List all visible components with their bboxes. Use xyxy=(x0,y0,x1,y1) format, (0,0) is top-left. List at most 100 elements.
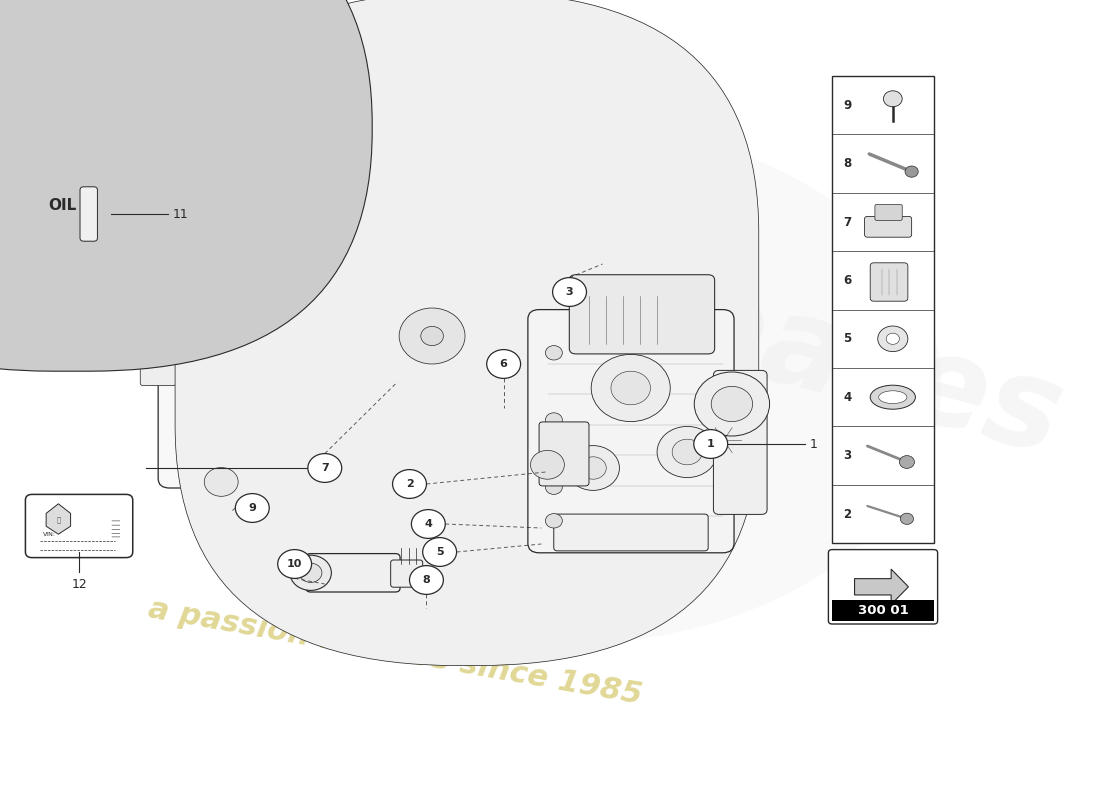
Circle shape xyxy=(546,413,562,427)
Text: 3: 3 xyxy=(844,449,851,462)
Circle shape xyxy=(421,326,443,346)
Text: │││││: │││││ xyxy=(111,515,119,537)
FancyBboxPatch shape xyxy=(189,422,472,480)
FancyBboxPatch shape xyxy=(874,204,902,220)
Circle shape xyxy=(235,494,270,522)
Text: 11: 11 xyxy=(173,207,188,221)
FancyBboxPatch shape xyxy=(238,148,351,221)
FancyBboxPatch shape xyxy=(141,320,176,347)
FancyBboxPatch shape xyxy=(80,187,98,242)
Text: 9: 9 xyxy=(249,503,256,513)
Circle shape xyxy=(374,286,491,386)
Circle shape xyxy=(546,514,562,528)
FancyBboxPatch shape xyxy=(865,216,912,238)
Circle shape xyxy=(277,550,311,578)
Text: 10: 10 xyxy=(287,559,303,569)
Text: 7: 7 xyxy=(321,463,329,473)
Text: 4: 4 xyxy=(425,519,432,529)
Circle shape xyxy=(350,266,515,406)
Text: 9: 9 xyxy=(844,98,851,112)
Text: a passion for cars since 1985: a passion for cars since 1985 xyxy=(146,594,645,710)
FancyBboxPatch shape xyxy=(306,554,400,592)
Circle shape xyxy=(399,308,465,364)
FancyBboxPatch shape xyxy=(553,514,708,551)
FancyBboxPatch shape xyxy=(158,178,519,488)
Text: 3: 3 xyxy=(565,287,573,297)
Circle shape xyxy=(580,457,606,479)
FancyBboxPatch shape xyxy=(199,438,243,485)
Circle shape xyxy=(900,514,913,525)
Circle shape xyxy=(694,430,728,458)
Polygon shape xyxy=(46,504,70,534)
FancyBboxPatch shape xyxy=(30,142,113,274)
FancyBboxPatch shape xyxy=(828,550,937,624)
Text: 6: 6 xyxy=(499,359,507,369)
FancyBboxPatch shape xyxy=(331,148,446,221)
FancyBboxPatch shape xyxy=(570,274,715,354)
Circle shape xyxy=(672,439,702,465)
Circle shape xyxy=(883,90,902,106)
Circle shape xyxy=(552,278,586,306)
Text: 6: 6 xyxy=(844,274,851,287)
FancyBboxPatch shape xyxy=(833,76,934,543)
Circle shape xyxy=(905,166,918,177)
Text: VIN:: VIN: xyxy=(43,532,56,537)
Circle shape xyxy=(900,455,914,468)
Text: 2: 2 xyxy=(844,507,851,521)
Text: OIL: OIL xyxy=(48,198,77,213)
Circle shape xyxy=(657,426,717,478)
Circle shape xyxy=(591,354,670,422)
FancyBboxPatch shape xyxy=(141,358,176,386)
Circle shape xyxy=(422,538,456,566)
Text: 8: 8 xyxy=(422,575,430,585)
Text: 5: 5 xyxy=(436,547,443,557)
Text: 8: 8 xyxy=(844,157,851,170)
FancyBboxPatch shape xyxy=(141,243,176,270)
FancyBboxPatch shape xyxy=(0,0,372,371)
Circle shape xyxy=(473,242,526,286)
FancyBboxPatch shape xyxy=(25,494,133,558)
Text: 5: 5 xyxy=(844,332,851,346)
Circle shape xyxy=(694,372,770,436)
Circle shape xyxy=(610,371,650,405)
Circle shape xyxy=(887,333,900,345)
Text: 4: 4 xyxy=(844,390,851,404)
Circle shape xyxy=(712,386,752,422)
Text: 2: 2 xyxy=(406,479,414,489)
Circle shape xyxy=(878,326,908,352)
Text: eurospares: eurospares xyxy=(280,159,1075,481)
Circle shape xyxy=(486,253,513,275)
Ellipse shape xyxy=(870,385,915,409)
Circle shape xyxy=(566,446,619,490)
Circle shape xyxy=(446,206,486,242)
Circle shape xyxy=(205,467,239,496)
FancyBboxPatch shape xyxy=(539,422,588,486)
Circle shape xyxy=(409,566,443,594)
Text: 300 01: 300 01 xyxy=(858,604,909,617)
Circle shape xyxy=(299,563,322,582)
Circle shape xyxy=(546,480,562,494)
FancyBboxPatch shape xyxy=(141,282,176,309)
Circle shape xyxy=(393,470,427,498)
FancyBboxPatch shape xyxy=(528,310,734,553)
Circle shape xyxy=(411,510,446,538)
FancyBboxPatch shape xyxy=(390,560,422,587)
FancyBboxPatch shape xyxy=(714,370,767,514)
Text: 12: 12 xyxy=(72,578,87,591)
Circle shape xyxy=(290,555,331,590)
FancyBboxPatch shape xyxy=(53,129,90,150)
Text: 1: 1 xyxy=(707,439,715,449)
Circle shape xyxy=(546,346,562,360)
Ellipse shape xyxy=(879,390,906,403)
FancyBboxPatch shape xyxy=(833,600,934,621)
Text: 🐂: 🐂 xyxy=(56,517,60,523)
Circle shape xyxy=(486,350,520,378)
Circle shape xyxy=(530,450,564,479)
FancyBboxPatch shape xyxy=(870,262,907,301)
Ellipse shape xyxy=(188,124,942,644)
FancyBboxPatch shape xyxy=(297,162,382,198)
Text: 1: 1 xyxy=(810,438,817,450)
Polygon shape xyxy=(855,569,909,605)
Text: 7: 7 xyxy=(844,215,851,229)
FancyBboxPatch shape xyxy=(175,0,759,666)
